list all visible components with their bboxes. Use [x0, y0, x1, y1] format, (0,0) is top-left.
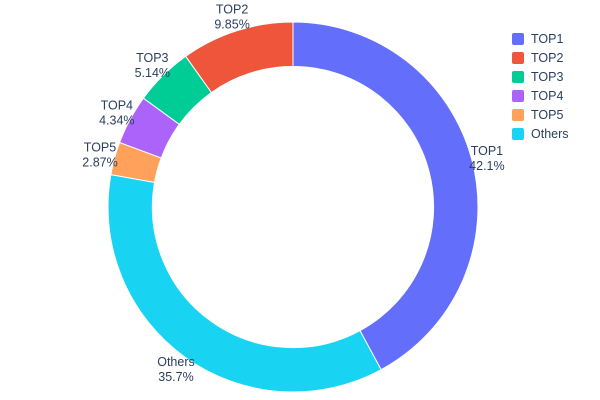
slice-label-top1: TOP1 42.1% — [469, 144, 504, 173]
slice-label-top5: TOP5 2.87% — [82, 140, 117, 169]
legend-item-top1[interactable]: TOP1 — [512, 32, 569, 46]
legend-label: TOP2 — [531, 51, 564, 65]
slice-label-others: Others 35.7% — [157, 355, 195, 384]
legend-label: Others — [531, 127, 569, 141]
legend-swatch-top3 — [512, 71, 524, 83]
legend-item-top5[interactable]: TOP5 — [512, 108, 569, 122]
pie-slice-top1[interactable] — [292, 21, 479, 371]
legend-item-top4[interactable]: TOP4 — [512, 89, 569, 103]
legend-item-others[interactable]: Others — [512, 127, 569, 141]
slice-label-top3: TOP3 5.14% — [135, 51, 170, 80]
pie-slice-others[interactable] — [107, 174, 382, 393]
legend-item-top3[interactable]: TOP3 — [512, 70, 569, 84]
legend-swatch-top2 — [512, 52, 524, 64]
legend-swatch-top1 — [512, 33, 524, 45]
legend-swatch-top5 — [512, 109, 524, 121]
chart-legend: TOP1 TOP2 TOP3 TOP4 TOP5 Others — [512, 32, 569, 141]
legend-label: TOP3 — [531, 70, 564, 84]
legend-swatch-others — [512, 128, 524, 140]
pie-slice-top2[interactable] — [184, 21, 294, 94]
legend-label: TOP5 — [531, 108, 564, 122]
legend-swatch-top4 — [512, 90, 524, 102]
legend-label: TOP1 — [531, 32, 564, 46]
legend-item-top2[interactable]: TOP2 — [512, 51, 569, 65]
slice-label-top4: TOP4 4.34% — [99, 98, 134, 127]
legend-label: TOP4 — [531, 89, 564, 103]
slice-label-top2: TOP2 9.85% — [214, 3, 249, 32]
